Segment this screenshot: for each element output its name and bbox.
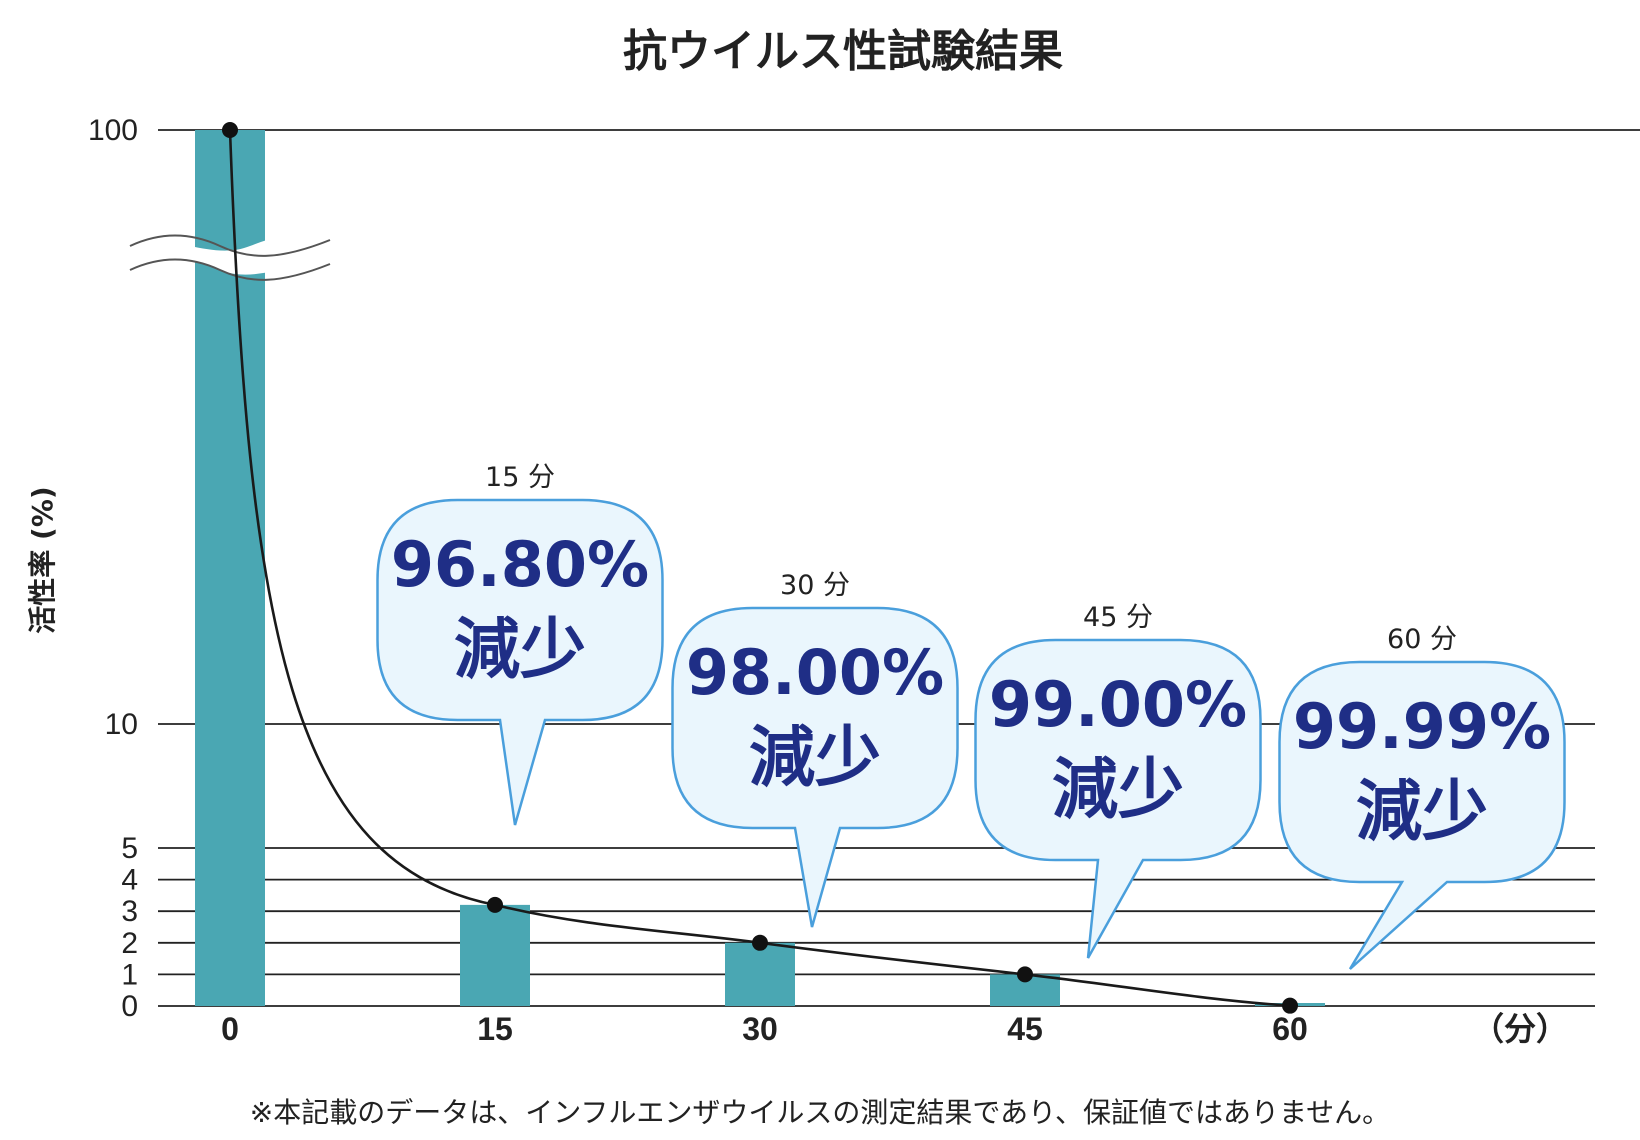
y-tick-label: 0 (121, 990, 138, 1023)
bar (195, 130, 265, 1006)
callout-time-label: 60 分 (1387, 624, 1457, 655)
callout-reduction-label: 減少 (1356, 773, 1488, 850)
data-point (222, 122, 238, 138)
x-tick-labels: 0 15 30 45 60 (221, 1011, 1308, 1047)
x-tick-label: 15 (477, 1011, 513, 1047)
footnote: ※本記載のデータは、インフルエンザウイルスの測定結果であり、保証値ではありません… (250, 1096, 1390, 1129)
bar (460, 904, 530, 1006)
data-point (752, 934, 768, 951)
x-tick-label: 60 (1272, 1011, 1308, 1047)
y-tick-label: 2 (121, 927, 138, 960)
callout-reduction-label: 減少 (749, 719, 881, 796)
bar (725, 942, 795, 1006)
y-tick-label: 10 (105, 708, 138, 741)
decay-curve (222, 122, 1298, 1014)
axis-break-line (129, 234, 331, 257)
callout-bubble (671, 606, 959, 928)
callout-time-label: 15 分 (485, 462, 555, 493)
callout-reduction-label: 減少 (1052, 751, 1184, 828)
axis-break-line (129, 258, 331, 281)
data-point (487, 896, 503, 913)
y-tick-label: 100 (88, 114, 138, 147)
y-tick-label: 3 (121, 895, 138, 928)
y-tick-label: 1 (121, 958, 138, 991)
x-axis-unit: （分） (1472, 1011, 1568, 1047)
data-point (1282, 997, 1298, 1014)
axis-break-band (130, 234, 330, 275)
bars (195, 130, 1325, 1006)
callout-time-label: 30 分 (780, 570, 850, 601)
y-tick-label: 4 (121, 864, 138, 897)
callout-percent: 99.99% (1293, 690, 1551, 763)
callout-bubble (1278, 660, 1566, 970)
callout-time-label: 45 分 (1083, 602, 1153, 633)
axis-break-mark (129, 234, 331, 281)
callout-percent: 96.80% (391, 528, 649, 601)
callout-percent: 99.00% (989, 668, 1247, 741)
decay-line (228, 129, 1291, 1007)
callout-reduction-label: 減少 (454, 611, 586, 688)
y-tick-label: 5 (121, 832, 138, 865)
chart-title: 抗ウイルス性試験結果 (623, 26, 1063, 77)
callout-bubble (376, 498, 664, 826)
reduction-callouts: 15 分 96.80% 減少 30 分 98.00% 減少 45 分 99.00% 減少 60 分… (376, 462, 1566, 970)
x-tick-label: 30 (742, 1011, 778, 1047)
x-tick-label: 45 (1007, 1011, 1043, 1047)
x-tick-label: 0 (221, 1011, 239, 1047)
callout-percent: 98.00% (686, 636, 944, 709)
y-axis-label: 活性率 (%) (26, 486, 59, 633)
data-point (1017, 966, 1033, 983)
callout-bubble (974, 638, 1262, 959)
grid-lines (158, 129, 1640, 1007)
